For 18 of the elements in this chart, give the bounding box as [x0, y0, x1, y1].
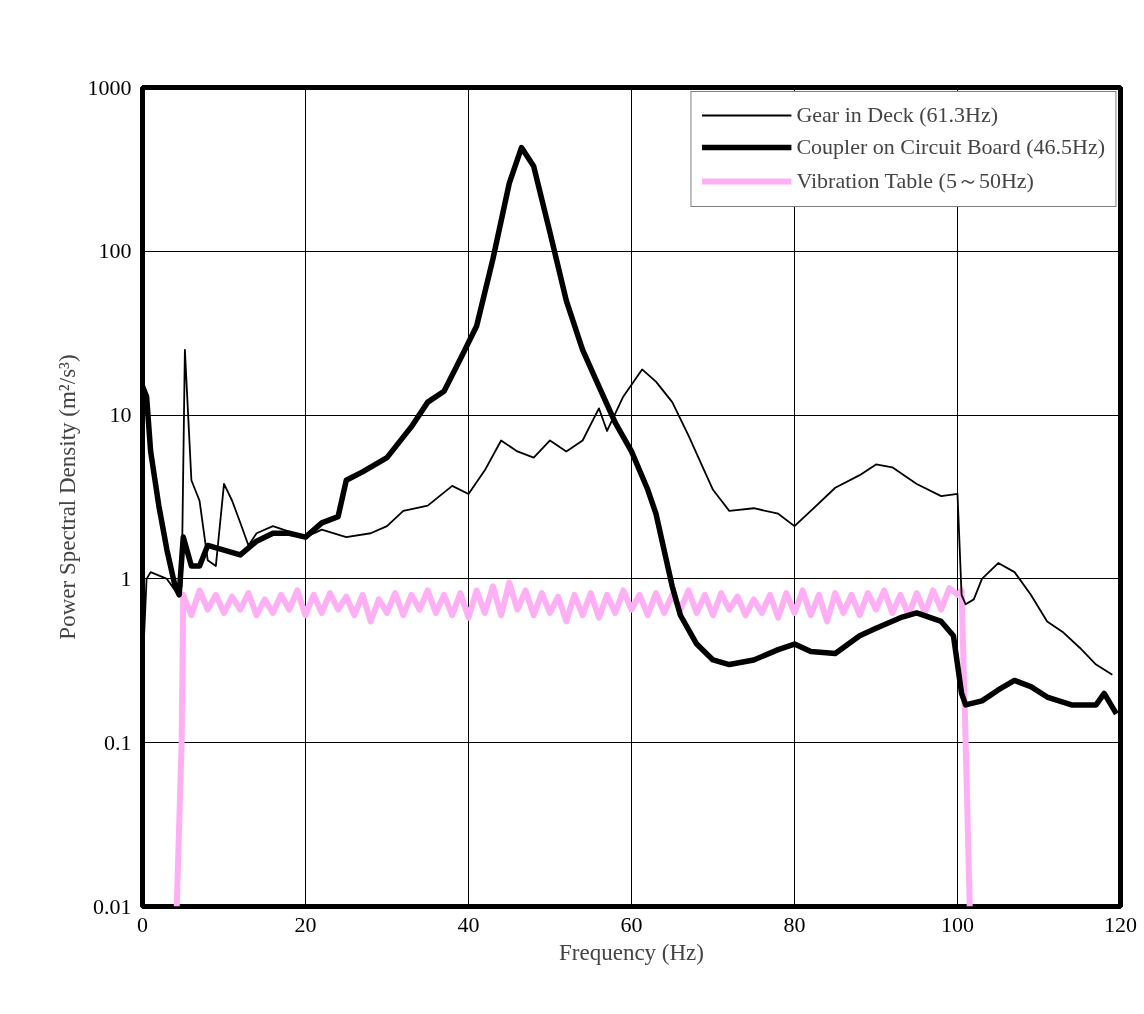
x-tick-label: 20	[294, 911, 317, 937]
x-tick-label: 40	[457, 911, 480, 937]
x-tick-label: 100	[941, 911, 974, 937]
y-tick-label: 1	[120, 565, 132, 591]
y-tick-label: 1000	[87, 74, 132, 100]
x-tick-label: 120	[1104, 911, 1137, 937]
y-axis-title: Power Spectral Density (m²/s³)	[54, 354, 80, 640]
x-tick-label: 60	[620, 911, 643, 937]
y-tick-label: 0.1	[104, 729, 132, 755]
y-tick-label: 100	[98, 238, 132, 264]
x-axis-title: Frequency (Hz)	[559, 939, 704, 965]
legend-label: Gear in Deck (61.3Hz)	[796, 102, 999, 128]
x-tick-label: 0	[137, 911, 148, 937]
legend-label: Coupler on Circuit Board (46.5Hz)	[796, 134, 1105, 160]
legend-label: Vibration Table (5～50Hz)	[796, 167, 1034, 195]
y-tick-label: 10	[109, 402, 132, 428]
y-tick-label: 0.01	[93, 893, 132, 919]
x-tick-label: 80	[783, 911, 806, 937]
